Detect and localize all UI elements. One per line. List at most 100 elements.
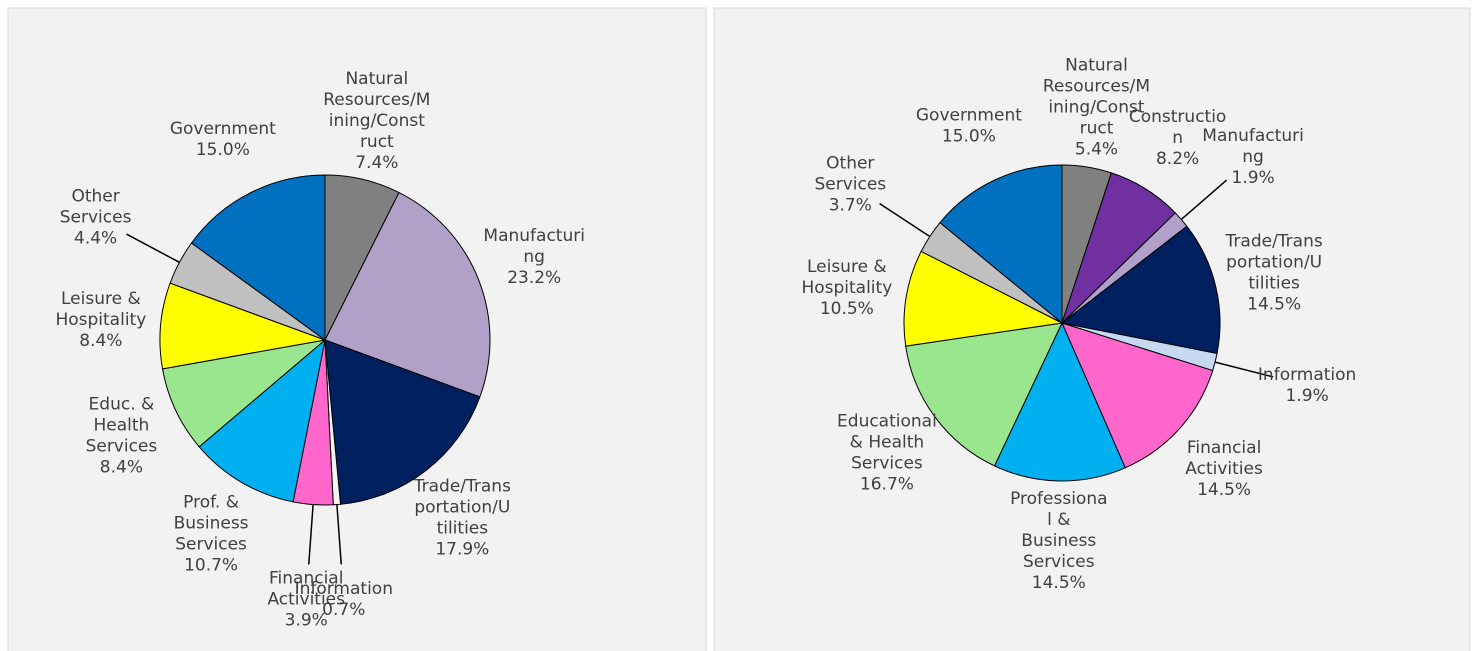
value-label: 10.7% (184, 556, 238, 576)
pie-slice (1061, 322, 1214, 469)
label-line: tilities (437, 519, 489, 539)
pie-slice (190, 174, 326, 341)
value-label: 15.0% (196, 140, 250, 160)
leader-line (308, 504, 314, 565)
label-line: Professiona (1010, 489, 1107, 509)
label-line: Services (86, 436, 158, 456)
label-line: Financial (269, 568, 343, 588)
value-label: 10.5% (820, 299, 874, 319)
label-line: ng (1242, 147, 1264, 167)
pie-slice (198, 338, 326, 503)
value-label: 7.4% (355, 153, 398, 173)
label-line: Government (916, 105, 1022, 125)
label-line: Natural (1065, 56, 1128, 76)
slice-label: Financial Activities (1185, 438, 1263, 479)
pie-slice (939, 164, 1063, 325)
label-line: Information (295, 579, 393, 599)
slice-label: Government (916, 105, 1022, 125)
slice-label: Government (170, 119, 276, 139)
slice-label: Information (295, 579, 393, 599)
label-line: ining/Const (1048, 98, 1144, 118)
label-line: n (1172, 128, 1183, 148)
value-label: 23.2% (507, 268, 561, 288)
slice-label: Information (1258, 365, 1356, 385)
leader-line (1214, 361, 1274, 378)
pie-slice (1060, 225, 1221, 355)
slice-label: Trade/Trans portation/U tilities (413, 477, 511, 539)
label-line: Leisure & (61, 289, 141, 309)
value-label: 5.4% (1075, 140, 1118, 160)
label-line: Hospitality (801, 278, 892, 298)
label-line: Business (174, 514, 249, 534)
label-line: Resources/M (1043, 77, 1150, 97)
label-line: Trade/Trans (413, 477, 511, 497)
label-line: Manufacturi (1202, 126, 1304, 146)
label-line: Services (1023, 552, 1095, 572)
label-line: & Health (850, 432, 924, 452)
slice-label: Manufacturi ng (1202, 126, 1304, 167)
slice-label: Other Services (60, 187, 132, 228)
label-line: Educ. & (89, 394, 155, 414)
value-label: 16.7% (860, 474, 914, 494)
value-label: 8.2% (1156, 149, 1199, 169)
pie-slice (159, 282, 327, 370)
slice-label: Other Services (814, 153, 886, 194)
leader-line (126, 233, 180, 263)
leader-line (336, 504, 342, 565)
slice-label: Natural Resources/M ining/Const ruct (323, 69, 430, 152)
value-label: 8.4% (100, 457, 143, 477)
value-label: 15.0% (942, 126, 996, 146)
label-line: Government (170, 119, 276, 139)
label-line: ruct (1080, 119, 1114, 139)
slice-label: Professiona l & Business Services (1010, 489, 1107, 572)
label-line: Financial (1187, 438, 1261, 458)
label-line: tilities (1248, 273, 1300, 293)
label-line: Services (60, 208, 132, 228)
slice-label: Educ. & Health Services (86, 394, 158, 456)
value-label: 1.9% (1231, 168, 1274, 188)
label-line: Leisure & (807, 257, 887, 277)
label-line: Constructio (1129, 107, 1226, 127)
label-line: Natural (345, 69, 408, 89)
pie-slice (905, 322, 1063, 467)
slice-label: Manufacturi ng (483, 226, 585, 267)
label-line: portation/U (1226, 252, 1322, 272)
slice-label: Financial Activities (267, 568, 345, 609)
label-line: Activities (1185, 459, 1263, 479)
label-line: Manufacturi (483, 226, 585, 246)
label-line: Services (814, 174, 886, 194)
leader-line (879, 202, 931, 238)
label-line: Information (1258, 365, 1356, 385)
pie-slice (161, 339, 327, 448)
slice-label: Leisure & Hospitality (801, 257, 892, 298)
label-line: Educational (837, 411, 937, 431)
leader-line (1180, 179, 1228, 221)
label-line: Health (93, 415, 149, 435)
value-label: 14.5% (1197, 480, 1251, 500)
value-label: 8.4% (79, 331, 122, 351)
label-line: Hospitality (55, 310, 146, 330)
label-line: Trade/Trans (1225, 231, 1323, 251)
value-label: 4.4% (74, 229, 117, 249)
label-line: l & (1047, 510, 1070, 530)
value-label: 3.9% (285, 610, 328, 630)
slice-label: Leisure & Hospitality (55, 289, 146, 330)
label-line: Prof. & (183, 493, 239, 513)
slice-label: Educational & Health Services (837, 411, 937, 473)
label-line: ruct (360, 132, 394, 152)
value-label: 3.7% (829, 195, 872, 215)
pie-slice (993, 321, 1126, 482)
label-line: Other (71, 187, 119, 207)
label-line: Business (1021, 531, 1096, 551)
slice-label: Prof. & Business Services (174, 493, 249, 555)
slice-label: Natural Resources/M ining/Const ruct (1043, 56, 1150, 139)
pie-slice (903, 250, 1064, 347)
label-line: Services (851, 453, 923, 473)
label-line: portation/U (414, 498, 510, 518)
value-label: 1.9% (1286, 386, 1329, 406)
label-line: Other (826, 153, 874, 173)
slice-label: Trade/Trans portation/U tilities (1225, 231, 1323, 293)
pie-slice (324, 339, 481, 505)
label-line: Resources/M (323, 90, 430, 110)
label-line: ining/Const (329, 111, 425, 131)
